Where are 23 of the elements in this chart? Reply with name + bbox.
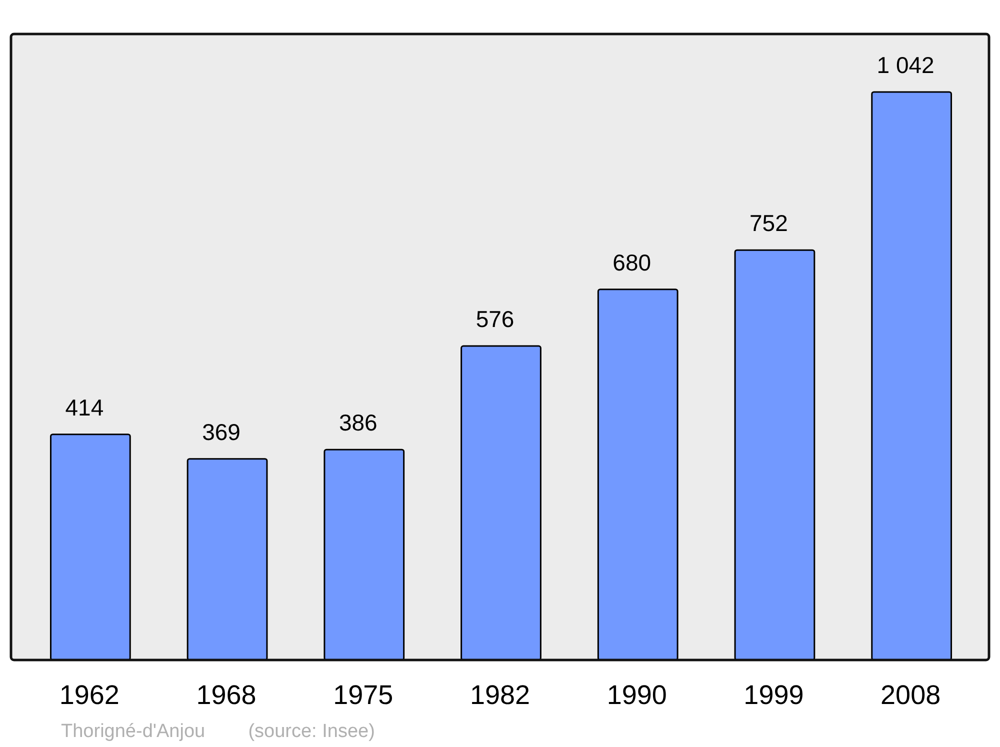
text: (source: Insee) [248,721,375,742]
bar [460,345,542,661]
x-tick-label: 1968 [196,680,256,710]
data-label: 680 [612,249,652,276]
x-tick-label: 1975 [333,680,394,710]
bar [871,91,952,661]
data-label: 576 [476,306,514,332]
text: Thorigné-d'Anjou [61,721,206,742]
bar [734,249,816,661]
x-tick-label: 2008 [880,680,941,710]
bar [597,288,678,661]
data-label: 414 [65,394,104,420]
data-label: 1 042 [876,52,934,78]
bar [186,458,268,661]
data-label: 752 [750,210,788,236]
x-tick-label: 1962 [59,680,120,710]
bar [50,434,131,661]
data-label: 386 [338,410,378,436]
data-label: 369 [202,418,240,445]
x-tick-label: 1982 [470,680,530,710]
x-tick-label: 1999 [744,680,804,710]
bar [324,448,405,661]
x-tick-label: 1990 [606,680,667,710]
